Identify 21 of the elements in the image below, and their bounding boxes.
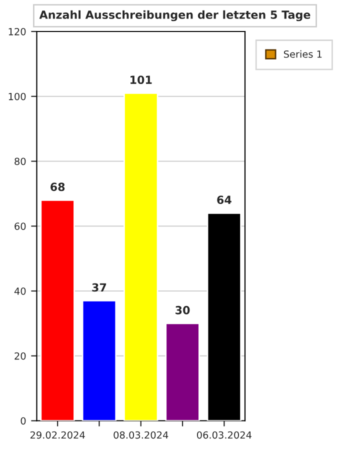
y-tick-label: 0 — [20, 417, 26, 425]
data-label: 37 — [92, 283, 106, 292]
x-tick-label: 08.03.2024 — [114, 431, 168, 439]
y-tick-label: 20 — [14, 352, 26, 360]
bar — [165, 322, 200, 421]
data-label: 68 — [50, 182, 65, 192]
data-label: 101 — [130, 76, 152, 84]
data-label: 30 — [176, 306, 190, 314]
y-tick-label: 80 — [14, 158, 26, 166]
text: Series 1 — [284, 50, 322, 58]
x-tick-label: 29.02.2024 — [30, 431, 85, 439]
bar — [40, 199, 75, 421]
x-tick-label: 06.03.2024 — [196, 431, 252, 439]
y-tick-label: 100 — [8, 92, 26, 100]
y-tick-label: 40 — [14, 287, 26, 295]
y-tick-label: 60 — [14, 222, 26, 230]
bar — [124, 92, 158, 421]
bar — [82, 300, 117, 421]
data-label: 64 — [217, 196, 232, 204]
y-tick-label: 120 — [8, 28, 26, 36]
chart-title: Anzahl Ausschreibungen der letzten 5 Tage — [39, 10, 310, 22]
